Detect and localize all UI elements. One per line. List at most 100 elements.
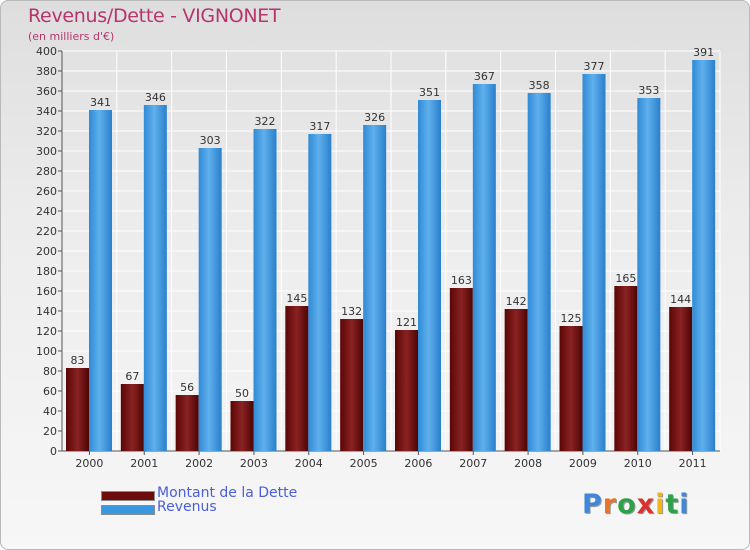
data-label-dette-2005: 132 (341, 305, 362, 318)
logo-letter: x (636, 489, 656, 520)
legend-label-revenus: Revenus (157, 499, 217, 515)
legend-swatch-dette (101, 491, 155, 501)
xtick-label-2011: 2011 (679, 457, 707, 470)
ytick-label-340: 340 (36, 105, 57, 118)
ytick-label-400: 400 (36, 45, 57, 58)
data-label-dette-2011: 144 (670, 293, 691, 306)
data-label-dette-2004: 145 (286, 292, 307, 305)
ytick-label-320: 320 (36, 125, 57, 138)
ytick-label-100: 100 (36, 345, 57, 358)
data-label-dette-2010: 165 (615, 272, 636, 285)
data-label-revenus-2006: 351 (419, 86, 440, 99)
ytick-label-280: 280 (36, 165, 57, 178)
logo-letter: r (602, 489, 618, 520)
bar-revenus-2000 (89, 110, 112, 451)
bar-dette-2001 (120, 384, 144, 451)
data-label-dette-2000: 83 (71, 354, 85, 367)
data-label-dette-2001: 67 (125, 370, 139, 383)
legend-swatch-revenus (101, 505, 155, 515)
data-label-revenus-2005: 326 (364, 111, 385, 124)
data-label-revenus-2010: 353 (638, 84, 659, 97)
data-label-revenus-2000: 341 (90, 96, 111, 109)
ytick-label-60: 60 (43, 385, 57, 398)
bar-revenus-2011 (692, 60, 716, 451)
legend-label-dette: Montant de la Dette (157, 485, 298, 501)
xtick-label-2000: 2000 (75, 457, 103, 470)
data-label-revenus-2007: 367 (474, 70, 495, 83)
xtick-label-2008: 2008 (514, 457, 542, 470)
xtick-label-2009: 2009 (569, 457, 597, 470)
logo-letter: t (665, 489, 680, 520)
bar-revenus-2006 (418, 100, 441, 451)
bar-revenus-2005 (363, 125, 387, 451)
bar-dette-2008 (504, 309, 528, 451)
axes: 0 20 40 60 80 100 120 140 160 180 200 220 240 260 280 3… (36, 45, 720, 470)
ytick-label-0: 0 (50, 445, 57, 458)
bar-revenus-2001 (143, 105, 167, 451)
bar-revenus-2002 (198, 148, 222, 451)
ytick-label-120: 120 (36, 325, 57, 338)
bar-dette-2003 (230, 401, 254, 451)
chart-title: Revenus/Dette - VIGNONET (28, 5, 281, 27)
ytick-label-260: 260 (36, 185, 57, 198)
xtick-label-2003: 2003 (240, 457, 268, 470)
data-label-revenus-2011: 391 (693, 46, 714, 59)
ytick-label-180: 180 (36, 265, 57, 278)
data-labels: 83 341 67 346 56 303 50 322 145 317 132 326 121 351 16… (71, 46, 715, 400)
ytick-label-240: 240 (36, 205, 57, 218)
logo-letter: i (655, 489, 666, 520)
logo-letter: P (582, 489, 603, 520)
data-label-dette-2009: 125 (561, 312, 582, 325)
data-label-dette-2007: 163 (451, 274, 472, 287)
bar-revenus-2009 (582, 74, 606, 451)
bar-dette-2000 (66, 368, 89, 451)
data-label-dette-2002: 56 (180, 381, 194, 394)
xtick-label-2002: 2002 (185, 457, 213, 470)
data-label-dette-2006: 121 (396, 316, 417, 329)
bars (66, 60, 716, 451)
bar-revenus-2010 (637, 98, 661, 451)
chart-subtitle: (en milliers d'€) (28, 30, 115, 43)
bar-revenus-2004 (308, 134, 332, 451)
data-label-dette-2008: 142 (506, 295, 527, 308)
xtick-label-2001: 2001 (130, 457, 158, 470)
ytick-label-80: 80 (43, 365, 57, 378)
xtick-label-2006: 2006 (404, 457, 432, 470)
data-label-revenus-2008: 358 (529, 79, 550, 92)
bar-dette-2011 (669, 307, 693, 451)
ytick-label-220: 220 (36, 225, 57, 238)
bar-revenus-2003 (253, 129, 277, 451)
ytick-label-300: 300 (36, 145, 57, 158)
ytick-label-200: 200 (36, 245, 57, 258)
data-label-revenus-2009: 377 (584, 60, 605, 73)
bar-dette-2010 (614, 286, 638, 451)
ytick-label-360: 360 (36, 85, 57, 98)
ytick-label-380: 380 (36, 65, 57, 78)
data-label-dette-2003: 50 (235, 387, 249, 400)
logo-letter: o (617, 489, 637, 520)
xtick-label-2007: 2007 (459, 457, 487, 470)
bar-revenus-2008 (527, 93, 551, 451)
ytick-label-20: 20 (43, 425, 57, 438)
ytick-label-40: 40 (43, 405, 57, 418)
logo-letter: i (679, 489, 690, 520)
bar-dette-2005 (340, 319, 364, 451)
data-label-revenus-2004: 317 (309, 120, 330, 133)
xtick-label-2005: 2005 (350, 457, 378, 470)
ytick-label-160: 160 (36, 285, 57, 298)
proxiti-logo: Proxiti (582, 489, 690, 520)
bar-revenus-2007 (472, 84, 496, 451)
bar-dette-2009 (559, 326, 583, 451)
ytick-label-140: 140 (36, 305, 57, 318)
bar-dette-2006 (395, 330, 418, 451)
bar-dette-2002 (175, 395, 199, 451)
bar-dette-2007 (449, 288, 473, 451)
data-label-revenus-2002: 303 (200, 134, 221, 147)
data-label-revenus-2001: 346 (145, 91, 166, 104)
xtick-label-2010: 2010 (624, 457, 652, 470)
xtick-label-2004: 2004 (295, 457, 323, 470)
bar-dette-2004 (285, 306, 309, 451)
data-label-revenus-2003: 322 (255, 115, 276, 128)
